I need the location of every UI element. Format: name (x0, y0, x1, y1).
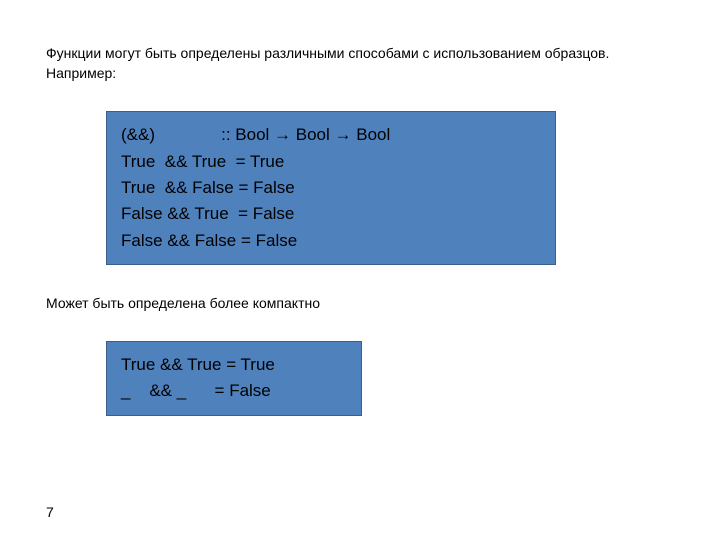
code-line: True && True = True (121, 355, 275, 374)
code-line: (&&) :: Bool → Bool → Bool (121, 125, 390, 144)
code-line: True && False = False (121, 178, 295, 197)
code-line: _ && _ = False (121, 381, 271, 400)
code-line: False && False = False (121, 231, 297, 250)
mid-paragraph: Может быть определена более компактно (46, 295, 674, 311)
code-block-full-definition: (&&) :: Bool → Bool → Bool True && True … (106, 111, 556, 265)
code-block-compact-definition: True && True = True _ && _ = False (106, 341, 362, 416)
intro-paragraph: Функции могут быть определены различными… (46, 44, 674, 83)
page-number: 7 (46, 504, 54, 520)
code-line: False && True = False (121, 204, 294, 223)
code-line: True && True = True (121, 152, 284, 171)
